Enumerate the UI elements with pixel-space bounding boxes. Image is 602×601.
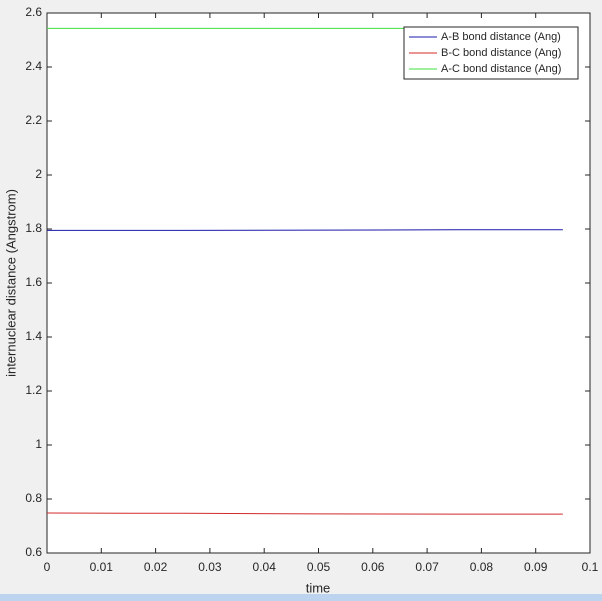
y-tick-label: 1 bbox=[35, 437, 42, 451]
y-tick-label: 2.4 bbox=[25, 59, 42, 73]
x-tick-label: 0.04 bbox=[253, 560, 277, 574]
y-tick-label: 2.2 bbox=[25, 113, 42, 127]
y-tick-label: 0.8 bbox=[25, 491, 42, 505]
x-tick-label: 0.01 bbox=[90, 560, 114, 574]
x-tick-label: 0.1 bbox=[582, 560, 599, 574]
legend-label: A-B bond distance (Ang) bbox=[441, 31, 561, 43]
x-tick-label: 0.03 bbox=[198, 560, 222, 574]
x-tick-label: 0.09 bbox=[524, 560, 548, 574]
x-tick-label: 0 bbox=[44, 560, 51, 574]
series-line bbox=[46, 512, 563, 515]
axes-box bbox=[46, 12, 591, 554]
legend-label: A-C bond distance (Ang) bbox=[441, 63, 561, 75]
x-tick-label: 0.07 bbox=[415, 560, 439, 574]
x-tick-label: 0.02 bbox=[144, 560, 168, 574]
plot-area bbox=[47, 13, 590, 553]
x-axis-label: time bbox=[306, 580, 331, 595]
y-tick-label: 0.6 bbox=[25, 545, 42, 559]
x-tick-label: 0.06 bbox=[361, 560, 385, 574]
y-tick-label: 1.4 bbox=[25, 329, 42, 343]
x-tick-label: 0.08 bbox=[470, 560, 494, 574]
y-tick-label: 1.8 bbox=[25, 221, 42, 235]
legend-label: B-C bond distance (Ang) bbox=[441, 47, 561, 59]
y-tick-label: 2 bbox=[35, 167, 42, 181]
bottom-strip bbox=[0, 594, 602, 601]
y-tick-label: 1.6 bbox=[25, 275, 42, 289]
y-tick-label: 2.6 bbox=[25, 5, 42, 19]
x-tick-label: 0.05 bbox=[307, 560, 331, 574]
y-tick-label: 1.2 bbox=[25, 383, 42, 397]
y-axis-label: internuclear distance (Angstrom) bbox=[3, 189, 18, 377]
series-line bbox=[47, 229, 563, 231]
